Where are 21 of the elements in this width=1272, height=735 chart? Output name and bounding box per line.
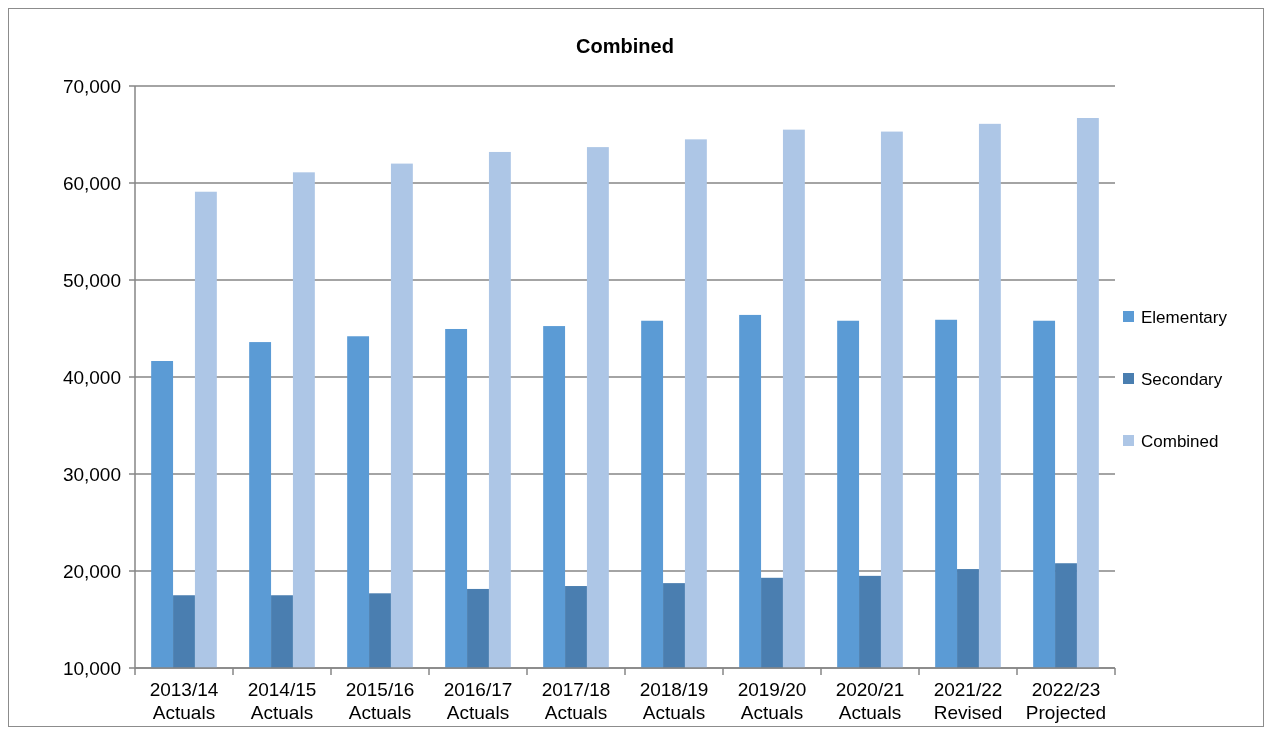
x-tick-label: 2017/18 Actuals (541, 679, 611, 723)
y-tick-label: 50,000 (62, 269, 121, 291)
x-tick-label: 2021/22 Revised (933, 679, 1003, 723)
legend-label: Secondary (1141, 369, 1223, 389)
x-tick-label: 2020/21 Actuals (835, 679, 905, 723)
x-tick-label: 2022/23 Projected (1025, 679, 1107, 723)
chart-title: Combined (576, 35, 674, 57)
y-tick-label: 20,000 (62, 560, 121, 582)
legend-label: Elementary (1141, 307, 1228, 327)
y-tick-label: 60,000 (62, 172, 121, 194)
x-tick-label: 2018/19 Actuals (639, 679, 709, 723)
y-tick-label: 40,000 (62, 366, 121, 388)
y-tick-label: 30,000 (62, 463, 121, 485)
x-tick-label: 2016/17 Actuals (443, 679, 513, 723)
legend-label: Combined (1141, 431, 1219, 451)
y-tick-label: 10,000 (62, 657, 121, 679)
x-tick-label: 2013/14 Actuals (149, 679, 219, 723)
x-tick-label: 2014/15 Actuals (247, 679, 317, 723)
x-tick-label: 2019/20 Actuals (737, 679, 807, 723)
x-tick-label: 2015/16 Actuals (345, 679, 415, 723)
y-tick-label: 70,000 (62, 75, 121, 97)
